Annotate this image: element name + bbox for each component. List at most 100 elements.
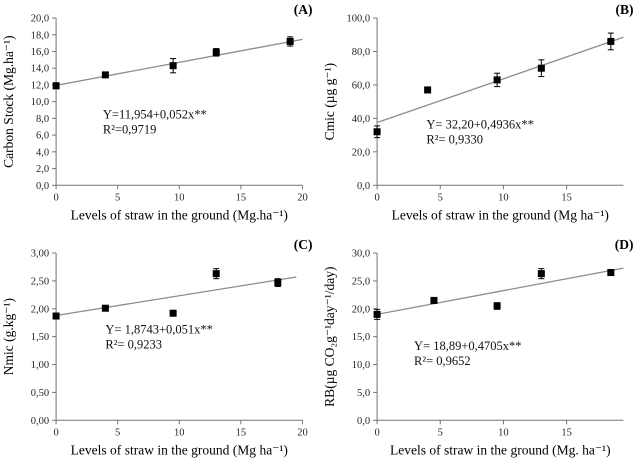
y-tick-label: 5,0 xyxy=(356,388,369,399)
x-tick-label: 0 xyxy=(374,428,379,439)
y-tick-label: 80,0 xyxy=(351,47,369,58)
trendline xyxy=(56,39,302,85)
y-tick-label: 2,50 xyxy=(31,277,49,288)
y-tick-label: 2,0 xyxy=(36,164,49,175)
data-point xyxy=(430,297,437,304)
data-point xyxy=(170,310,177,317)
x-tick-label: 0 xyxy=(53,428,58,439)
y-tick-label: 0,0 xyxy=(356,181,369,192)
r-squared-label: R²= 0,9233 xyxy=(105,338,162,352)
x-tick-label: 10 xyxy=(174,428,185,439)
data-point xyxy=(373,311,380,318)
x-tick-label: 0 xyxy=(53,192,58,203)
r-squared-label: R²= 0,9330 xyxy=(426,132,483,146)
y-tick-label: 18,0 xyxy=(31,30,49,41)
data-point xyxy=(53,82,60,89)
x-tick-label: 0 xyxy=(374,192,379,203)
y-tick-label: 3,00 xyxy=(31,249,49,260)
y-tick-label: 4,0 xyxy=(36,147,49,158)
y-tick-label: 12,0 xyxy=(31,80,49,91)
data-point xyxy=(213,271,220,278)
data-point xyxy=(102,71,109,78)
y-axis: 0,0 5,0 10,0 15,0 20,0 25,0 30,0 xyxy=(351,249,376,427)
trendline xyxy=(56,277,296,315)
y-tick-label: 30,0 xyxy=(351,249,369,260)
y-tick-label: 6,0 xyxy=(36,131,49,142)
panel-label: (B) xyxy=(615,2,633,18)
equation-label: Y=11,954+0,052x** xyxy=(103,107,207,121)
x-axis-title: Levels of straw in the ground (Mg.ha⁻¹) xyxy=(71,207,288,223)
y-axis: 0,000,501,001,502,002,503,00 xyxy=(31,249,56,427)
r-squared-label: R²= 0,9652 xyxy=(414,354,471,368)
data-points xyxy=(53,37,294,89)
x-tick-label: 15 xyxy=(236,428,247,439)
y-tick-label: 14,0 xyxy=(31,64,49,75)
y-tick-label: 0,0 xyxy=(356,416,369,427)
data-point xyxy=(170,62,177,69)
y-axis-title: Cmic (µg g⁻¹) xyxy=(322,63,338,141)
data-point xyxy=(213,49,220,56)
y-axis-title: RB(µg CO₂g⁻¹day⁻¹/day) xyxy=(322,267,338,407)
x-tick-label: 5 xyxy=(115,428,120,439)
data-point xyxy=(373,128,380,135)
data-points xyxy=(53,269,282,320)
data-point xyxy=(53,313,60,320)
data-point xyxy=(424,86,431,93)
y-tick-label: 100,0 xyxy=(346,14,370,25)
equation-label: Y= 18,89+0,4705x** xyxy=(414,339,522,353)
equation-label: Y= 32,20+0,4936x** xyxy=(426,117,534,131)
data-point xyxy=(274,279,281,286)
x-tick-label: 15 xyxy=(561,192,571,203)
x-tick-label: 10 xyxy=(498,428,509,439)
data-point xyxy=(493,76,500,83)
panel-label: (D) xyxy=(614,237,633,253)
x-axis-title: Levels of straw in the ground (Mg ha⁻¹) xyxy=(391,207,608,223)
y-tick-label: 25,0 xyxy=(351,277,369,288)
r-squared-label: R²=0,9719 xyxy=(103,122,157,136)
y-tick-label: 2,00 xyxy=(31,305,49,316)
data-point xyxy=(102,305,109,312)
panel-label: (C) xyxy=(294,237,313,253)
x-tick-label: 5 xyxy=(437,428,442,439)
data-point xyxy=(493,303,500,310)
y-tick-label: 0,0 xyxy=(36,181,49,192)
y-tick-label: 10,0 xyxy=(31,97,49,108)
x-axis: 0 5 10 15 20 xyxy=(53,421,307,439)
x-tick-label: 10 xyxy=(498,192,509,203)
x-tick-label: 20 xyxy=(297,192,308,203)
panel-a-chart: 0,02,04,06,08,010,012,014,016,018,020,00… xyxy=(0,0,321,235)
y-tick-label: 20,0 xyxy=(351,305,369,316)
y-axis-title: Carbon Stock (Mg.ha⁻¹) xyxy=(1,35,17,167)
y-tick-label: 0,00 xyxy=(31,416,49,427)
y-axis: 0,02,04,06,08,010,012,014,016,018,020,0 xyxy=(31,14,56,192)
y-tick-label: 40,0 xyxy=(351,114,369,125)
x-axis-title: Levels of straw in the ground (Mg. ha⁻¹) xyxy=(389,443,610,459)
equation-label: Y= 1,8743+0,051x** xyxy=(105,323,213,337)
x-tick-label: 5 xyxy=(115,192,120,203)
x-tick-label: 15 xyxy=(236,192,247,203)
y-tick-label: 1,50 xyxy=(31,333,49,344)
y-tick-label: 8,0 xyxy=(36,114,49,125)
data-point xyxy=(287,38,294,45)
y-tick-label: 10,0 xyxy=(351,360,369,371)
y-tick-label: 0,50 xyxy=(31,388,49,399)
y-axis-title: Nmic (g.kg⁻¹) xyxy=(1,298,17,375)
y-tick-label: 16,0 xyxy=(31,47,49,58)
y-tick-label: 15,0 xyxy=(351,333,369,344)
panel-label: (A) xyxy=(294,2,313,18)
x-tick-label: 20 xyxy=(297,428,308,439)
data-point xyxy=(607,38,614,45)
y-tick-label: 20,0 xyxy=(351,147,369,158)
